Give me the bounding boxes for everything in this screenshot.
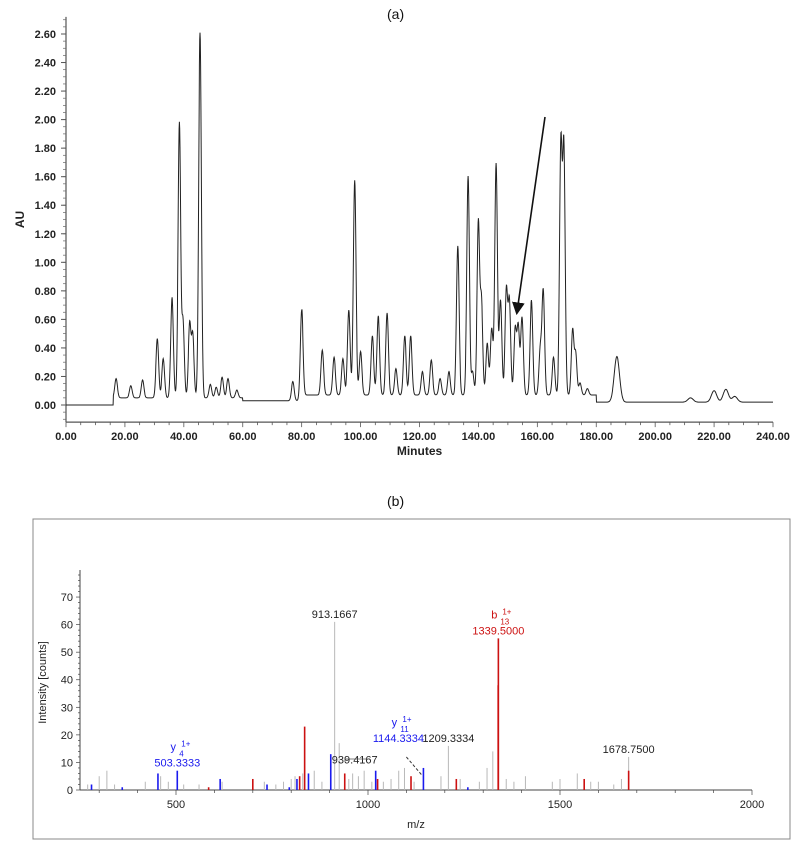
x-tick-label: 180.00 <box>579 431 613 443</box>
y-axis-label: Intensity [counts] <box>37 641 49 724</box>
y-tick-label: 1.40 <box>35 200 56 212</box>
y-tick-label: 0.60 <box>35 314 56 326</box>
y-axis-label: AU <box>13 211 27 228</box>
ion-charge: 1+ <box>502 607 511 616</box>
ion-index: 13 <box>500 617 509 626</box>
y-tick-label: 2.00 <box>35 115 56 127</box>
ion-index: 4 <box>179 750 184 759</box>
peak-label: 1339.5000 <box>472 625 524 637</box>
panel-a-label: (a) <box>387 6 405 22</box>
label-leader <box>406 756 423 776</box>
x-tick-label: 40.00 <box>170 431 198 443</box>
y-tick-label: 2.40 <box>35 58 56 70</box>
x-tick-label: 160.00 <box>521 431 555 443</box>
spectrum-frame <box>32 518 791 840</box>
ion-label: y <box>392 717 398 729</box>
x-tick-label: 60.00 <box>229 431 257 443</box>
x-axis-label: m/z <box>407 819 425 831</box>
x-tick-label: 100.00 <box>344 431 378 443</box>
peak-label: 1209.3334 <box>422 733 474 745</box>
x-tick-label: 200.00 <box>638 431 672 443</box>
chromatogram-trace <box>66 32 773 406</box>
y-tick-label: 30 <box>61 702 73 714</box>
x-axis-label: Minutes <box>397 444 443 458</box>
y-tick-label: 1.60 <box>35 172 56 184</box>
annotation-arrow <box>512 116 546 316</box>
y-tick-label: 1.00 <box>35 257 56 269</box>
y-tick-label: 0.00 <box>35 400 56 412</box>
y-tick-label: 2.20 <box>35 86 56 98</box>
ion-charge: 1+ <box>181 740 190 749</box>
x-tick-label: 20.00 <box>111 431 139 443</box>
x-tick-label: 240.00 <box>756 431 790 443</box>
x-tick-label: 120.00 <box>403 431 437 443</box>
peak-label: 1678.7500 <box>603 744 655 756</box>
y-tick-label: 0 <box>67 785 73 797</box>
ion-charge: 1+ <box>402 715 411 724</box>
chromatogram-chart: 0.00 0.20 0.40 0.60 0.80 1.00 1.20 1.40 1.60 1.80… <box>13 16 790 458</box>
ion-index: 11 <box>400 725 409 734</box>
x-tick-label: 0.00 <box>55 431 76 443</box>
peak-label: 913.1667 <box>312 609 358 621</box>
y-tick-label: 50 <box>61 647 73 659</box>
x-tick-label: 500 <box>167 799 185 811</box>
peak-label: 1144.3334 <box>373 733 424 745</box>
ion-label: y <box>171 742 177 754</box>
peak-label: 503.3333 <box>154 758 200 770</box>
x-tick-label: 1500 <box>548 799 572 811</box>
y-tick-label: 0.40 <box>35 343 56 355</box>
y-tick-label: 60 <box>61 620 73 632</box>
y-tick-label: 70 <box>61 592 73 604</box>
x-tick-label: 1000 <box>356 799 380 811</box>
ion-label: b <box>491 609 497 621</box>
y-tick-label: 1.80 <box>35 143 56 155</box>
y-tick-label: 1.20 <box>35 229 56 241</box>
label-bracket <box>344 758 368 762</box>
y-tick-label: 0.20 <box>35 371 56 383</box>
y-tick-label: 2.60 <box>35 29 56 41</box>
y-tick-label: 20 <box>61 730 73 742</box>
mass-spectrum-chart: 0 10 20 30 40 50 60 70 500 1000 1500 2000 m/z Intensi… <box>32 518 791 840</box>
x-tick-label: 220.00 <box>697 431 731 443</box>
x-tick-label: 80.00 <box>288 431 316 443</box>
panel-b-label: (b) <box>387 493 405 509</box>
y-tick-label: 0.80 <box>35 286 56 298</box>
x-tick-label: 140.00 <box>462 431 496 443</box>
peak-label: 939.4167 <box>332 754 378 766</box>
y-tick-label: 40 <box>61 675 73 687</box>
y-tick-label: 10 <box>61 757 73 769</box>
x-tick-label: 2000 <box>740 799 764 811</box>
